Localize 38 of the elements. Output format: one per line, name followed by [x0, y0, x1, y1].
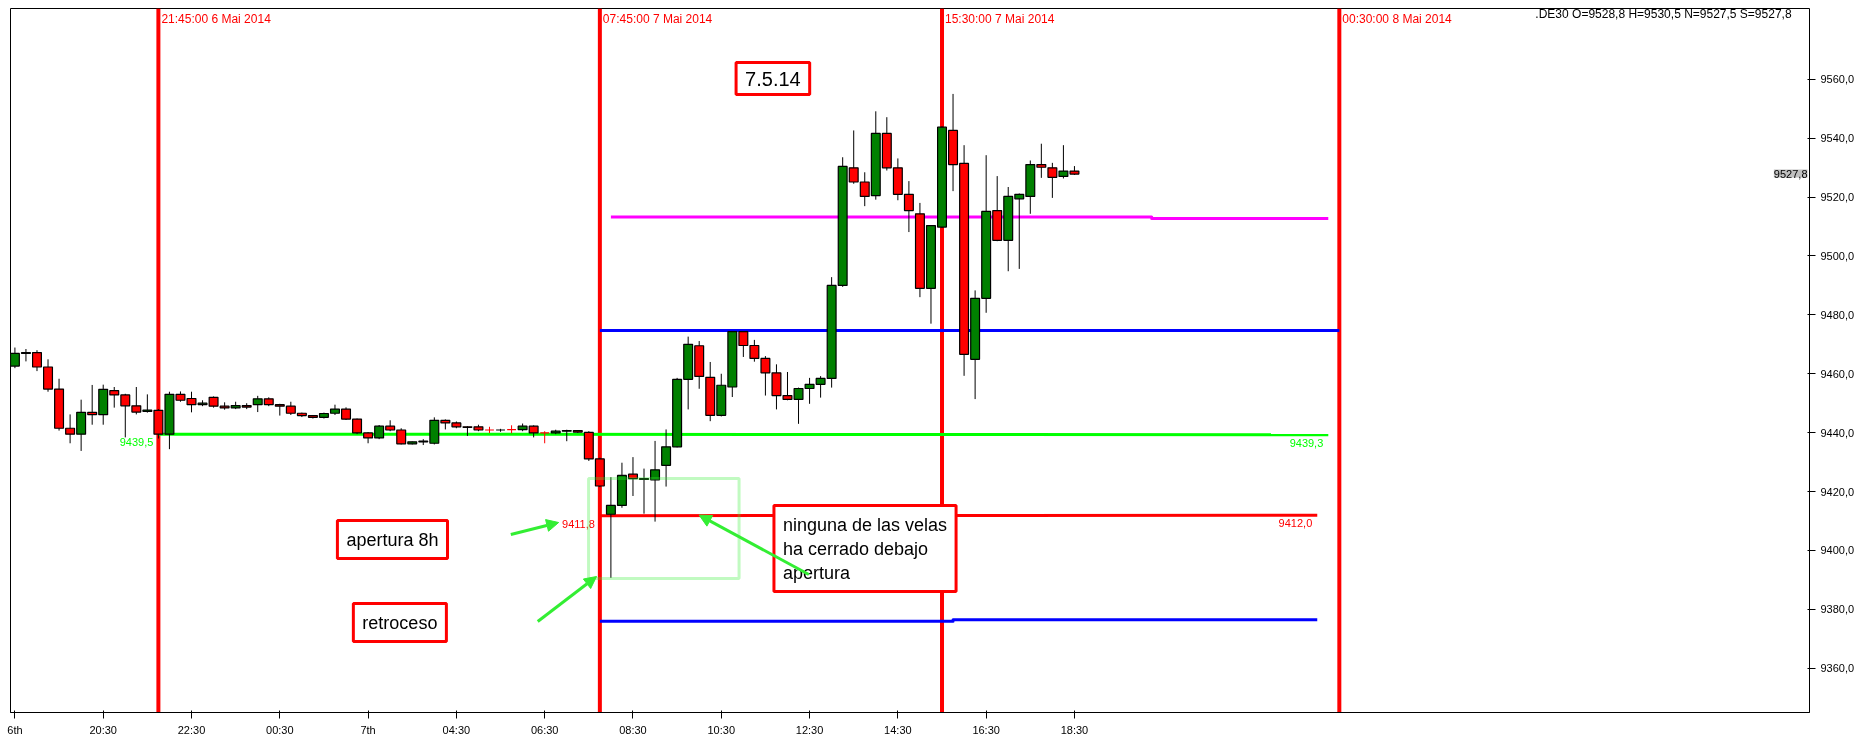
annotation: 9439,3	[1289, 436, 1324, 449]
ref-line-label: 21:45:00 6 Mai 2014	[161, 11, 272, 26]
x-tick-label: 20:30	[89, 723, 117, 736]
annotation: 7.5.14	[745, 67, 801, 90]
ref-line-label: 00:30:00 8 Mai 2014	[1342, 11, 1453, 26]
annotation: 9411,8	[562, 517, 595, 530]
y-tick-label: 9420,0	[1820, 485, 1855, 498]
y-tick-label: 9440,0	[1820, 426, 1855, 439]
x-tick-label: 12:30	[795, 723, 824, 736]
x-tick-label: 14:30	[884, 723, 912, 736]
x-tick-label: 08:30	[619, 723, 647, 736]
ref-line-label: 15:30:00 7 Mai 2014	[945, 11, 1055, 26]
annotation: 9439,5	[119, 436, 154, 449]
y-tick-label: 9520,0	[1820, 191, 1855, 204]
x-tick-label: 22:30	[177, 723, 206, 736]
annotation: .DE30 O=9528,8 H=9530,5 N=9527,5 S=9527,8	[1535, 6, 1792, 21]
x-tick-label: 00:30	[266, 723, 294, 736]
annotation: apertura 8h	[346, 529, 439, 550]
x-tick-label: 06:30	[530, 723, 559, 736]
y-tick-label: 9500,0	[1820, 249, 1855, 262]
y-tick-label: 9380,0	[1820, 603, 1855, 616]
x-tick-label: 16:30	[972, 723, 1000, 736]
annotation: 9527,8	[1773, 167, 1808, 180]
x-tick-label: 10:30	[707, 723, 736, 736]
y-tick-label: 9480,0	[1820, 308, 1855, 321]
y-tick-label: 9360,0	[1820, 662, 1855, 675]
annotation: 9412,0	[1278, 517, 1313, 530]
annotation: ninguna de las velas ha cerrado debajo apertura	[782, 514, 948, 583]
y-tick-label: 9540,0	[1820, 132, 1855, 145]
ref-line-label: 07:45:00 7 Mai 2014	[602, 11, 713, 26]
x-tick-label: 6th	[7, 723, 23, 736]
y-tick-label: 9560,0	[1820, 73, 1855, 86]
x-tick-label: 18:30	[1060, 723, 1089, 736]
annotation: retroceso	[362, 612, 438, 633]
y-tick-label: 9400,0	[1820, 544, 1855, 557]
x-tick-label: 04:30	[442, 723, 471, 736]
y-tick-label: 9460,0	[1820, 367, 1855, 380]
x-tick-label: 7th	[360, 723, 376, 736]
